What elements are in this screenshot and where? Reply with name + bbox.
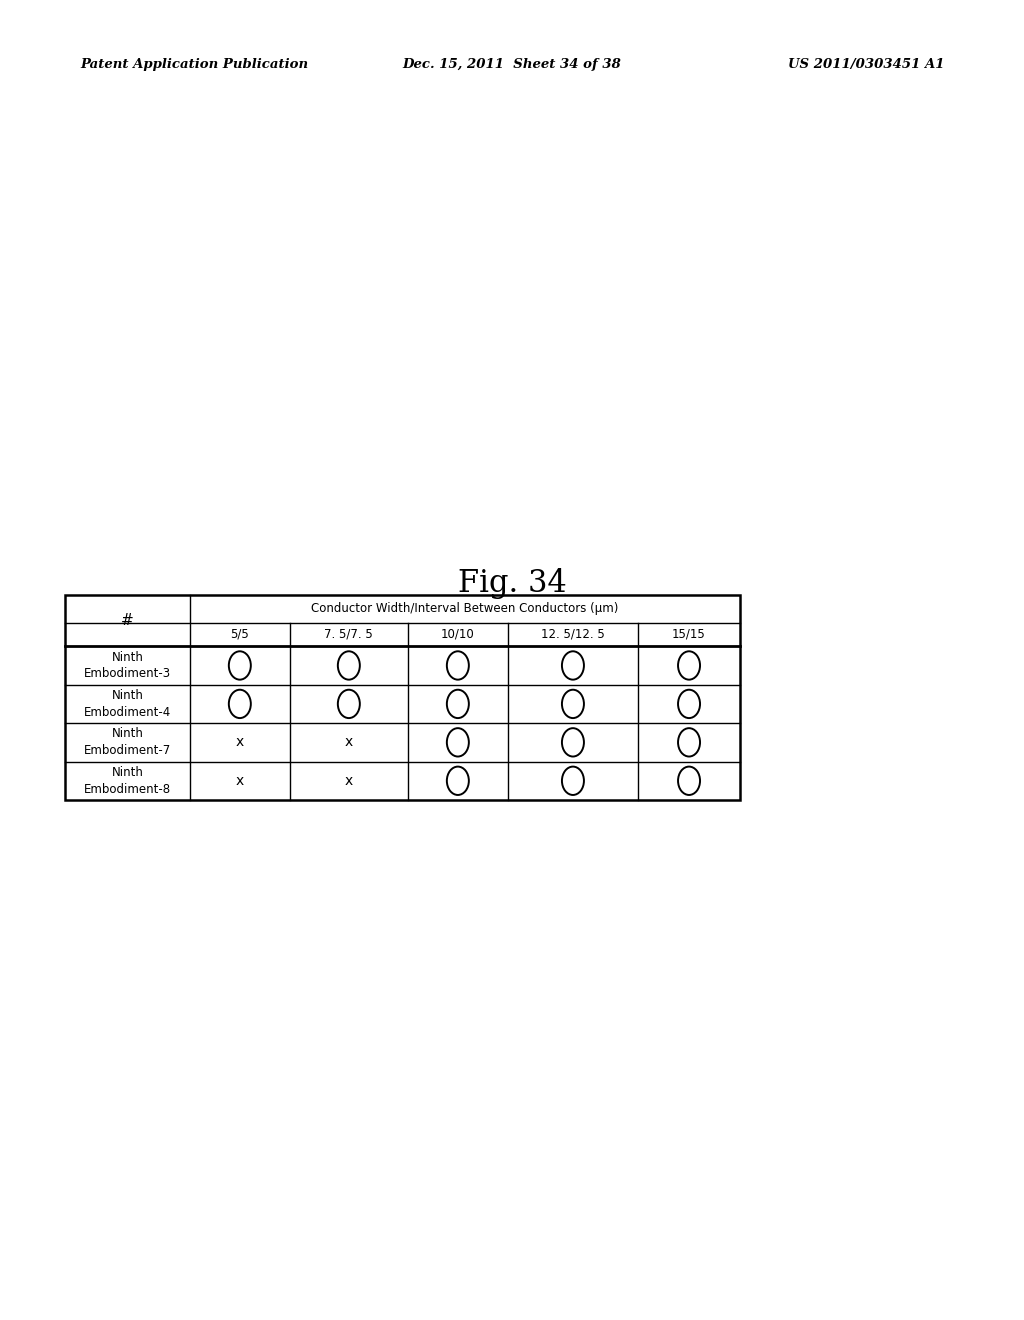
Text: Patent Application Publication: Patent Application Publication	[80, 58, 308, 71]
Text: Embodiment-4: Embodiment-4	[84, 706, 171, 719]
Text: x: x	[236, 774, 244, 788]
Text: Ninth: Ninth	[112, 651, 143, 664]
Text: 12. 5/12. 5: 12. 5/12. 5	[541, 628, 605, 642]
Text: 15/15: 15/15	[672, 628, 706, 642]
Bar	[65, 595, 740, 800]
Text: 5/5: 5/5	[230, 628, 249, 642]
Text: Embodiment-7: Embodiment-7	[84, 744, 171, 758]
Text: Ninth: Ninth	[112, 766, 143, 779]
Text: #: #	[121, 612, 134, 628]
Text: x: x	[345, 735, 353, 750]
Text: x: x	[236, 735, 244, 750]
Text: Dec. 15, 2011  Sheet 34 of 38: Dec. 15, 2011 Sheet 34 of 38	[402, 58, 622, 71]
Text: 7. 5/7. 5: 7. 5/7. 5	[325, 628, 373, 642]
Text: Conductor Width/Interval Between Conductors (μm): Conductor Width/Interval Between Conduct…	[311, 602, 618, 615]
Text: Ninth: Ninth	[112, 689, 143, 702]
Text: Embodiment-8: Embodiment-8	[84, 783, 171, 796]
Text: Ninth: Ninth	[112, 727, 143, 741]
Text: x: x	[345, 774, 353, 788]
Text: 10/10: 10/10	[441, 628, 475, 642]
Text: Fig. 34: Fig. 34	[458, 568, 566, 599]
Text: US 2011/0303451 A1: US 2011/0303451 A1	[787, 58, 944, 71]
Text: Embodiment-3: Embodiment-3	[84, 668, 171, 680]
